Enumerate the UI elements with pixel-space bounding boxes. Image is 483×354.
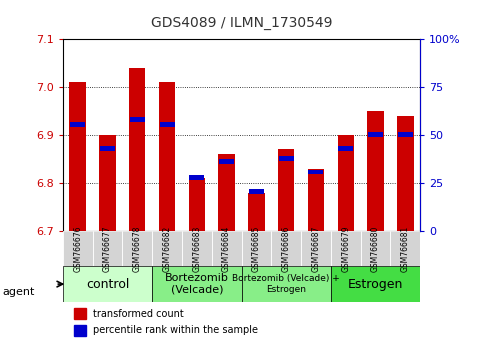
Text: GDS4089 / ILMN_1730549: GDS4089 / ILMN_1730549 xyxy=(151,16,332,30)
Text: GSM766684: GSM766684 xyxy=(222,225,231,272)
Bar xyxy=(278,149,294,231)
FancyBboxPatch shape xyxy=(271,231,301,267)
Bar xyxy=(368,132,383,137)
Bar xyxy=(308,169,324,231)
Bar xyxy=(218,154,235,231)
Bar xyxy=(70,122,85,127)
Text: GSM766681: GSM766681 xyxy=(401,226,410,272)
Text: GSM766687: GSM766687 xyxy=(312,225,320,272)
Bar xyxy=(338,135,354,231)
Bar xyxy=(159,82,175,231)
Bar xyxy=(189,175,204,180)
FancyBboxPatch shape xyxy=(390,231,420,267)
Text: GSM766676: GSM766676 xyxy=(73,225,82,272)
Bar xyxy=(73,325,86,336)
FancyBboxPatch shape xyxy=(152,267,242,302)
FancyBboxPatch shape xyxy=(182,231,212,267)
Text: Bortezomib (Velcade) +
Estrogen: Bortezomib (Velcade) + Estrogen xyxy=(232,274,340,294)
Text: GSM766686: GSM766686 xyxy=(282,225,291,272)
Text: GSM766683: GSM766683 xyxy=(192,225,201,272)
Text: GSM766677: GSM766677 xyxy=(103,225,112,272)
Bar xyxy=(70,82,86,231)
Text: GSM766679: GSM766679 xyxy=(341,225,350,272)
FancyBboxPatch shape xyxy=(361,231,390,267)
FancyBboxPatch shape xyxy=(63,267,152,302)
FancyBboxPatch shape xyxy=(301,231,331,267)
Text: GSM766680: GSM766680 xyxy=(371,225,380,272)
FancyBboxPatch shape xyxy=(122,231,152,267)
Bar xyxy=(73,308,86,319)
Bar xyxy=(159,122,174,127)
Bar xyxy=(368,111,384,231)
Bar xyxy=(279,156,294,161)
Text: Estrogen: Estrogen xyxy=(348,278,403,291)
Bar xyxy=(338,146,353,151)
Text: GSM766678: GSM766678 xyxy=(133,225,142,272)
FancyBboxPatch shape xyxy=(63,231,93,267)
FancyBboxPatch shape xyxy=(93,231,122,267)
Bar xyxy=(100,146,115,151)
FancyBboxPatch shape xyxy=(331,231,361,267)
Bar xyxy=(249,189,264,194)
Text: Bortezomib
(Velcade): Bortezomib (Velcade) xyxy=(165,273,229,295)
Text: GSM766682: GSM766682 xyxy=(163,226,171,272)
Bar xyxy=(219,159,234,164)
Text: control: control xyxy=(86,278,129,291)
Bar xyxy=(130,117,145,122)
Text: GSM766685: GSM766685 xyxy=(252,225,261,272)
Text: agent: agent xyxy=(2,287,35,297)
FancyBboxPatch shape xyxy=(242,267,331,302)
Bar xyxy=(248,193,265,231)
Bar xyxy=(99,135,115,231)
FancyBboxPatch shape xyxy=(212,231,242,267)
Bar xyxy=(398,132,413,137)
FancyBboxPatch shape xyxy=(152,231,182,267)
Text: percentile rank within the sample: percentile rank within the sample xyxy=(93,325,258,336)
FancyBboxPatch shape xyxy=(331,267,420,302)
Text: transformed count: transformed count xyxy=(93,309,184,319)
Bar xyxy=(397,116,413,231)
Bar xyxy=(309,170,324,175)
Bar xyxy=(129,68,145,231)
FancyBboxPatch shape xyxy=(242,231,271,267)
Bar xyxy=(189,178,205,231)
